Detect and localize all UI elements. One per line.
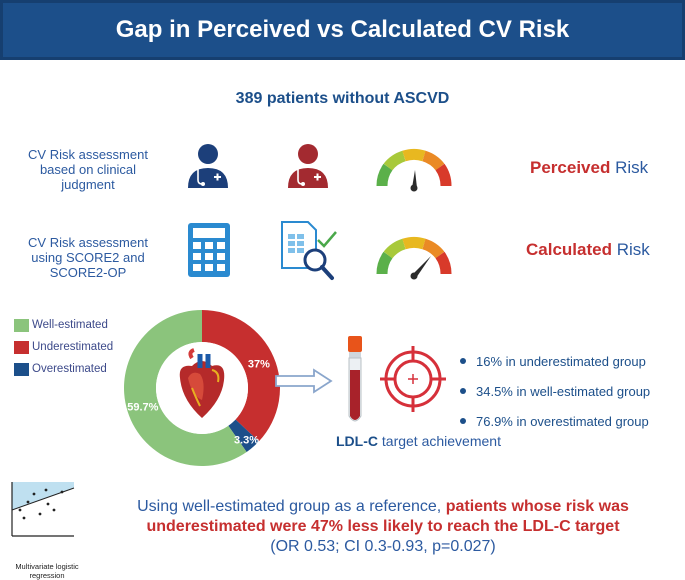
title-banner: Gap in Perceived vs Calculated CV Risk (0, 0, 685, 60)
legend-item: Well-estimated (14, 314, 113, 336)
regression-plot-icon (11, 482, 75, 537)
patient-count: 389 patients without ASCVD (235, 90, 450, 107)
clinical-judgment-label: CV Risk assessment based on clinical jud… (28, 147, 148, 192)
list-item: 16% in underestimated group (460, 346, 650, 376)
score2-label: CV Risk assessment using SCORE2 and SCOR… (28, 235, 148, 280)
legend-item: Overestimated (14, 358, 113, 380)
donut-data-label: 59.7% (127, 402, 158, 414)
heart-icon (179, 348, 225, 418)
donut-slice-underestimated (202, 310, 280, 442)
legend-swatch (14, 340, 29, 354)
calculated-risk-label: Calculated Risk (526, 240, 650, 259)
donut-slice-overestimated (228, 419, 259, 452)
document-search-icon (281, 221, 337, 280)
risk-gauge-icon (376, 148, 452, 192)
perceived-risk-label: Perceived Risk (530, 158, 649, 177)
donut-data-label: 37% (248, 358, 270, 370)
legend-swatch (14, 362, 29, 376)
ldl-target-label: LDL-C target achievement (336, 433, 501, 449)
regression-caption: Multivariate logistic regression (15, 562, 79, 580)
donut-slice-well-estimated (124, 310, 247, 466)
chart-legend: Well-estimated Underestimated Overestima… (14, 314, 113, 380)
doctor-icon (188, 144, 228, 188)
legend-swatch (14, 318, 29, 332)
list-item: 34.5% in well-estimated group (460, 376, 650, 406)
donut-data-label: 3.3% (234, 434, 259, 446)
doctor-icon (288, 144, 328, 188)
ldl-results-list: 16% in underestimated group 34.5% in wel… (460, 346, 650, 436)
target-icon (380, 346, 446, 412)
arrow-icon (275, 368, 333, 394)
risk-donut-chart: 37% 3.3% 59.7% (124, 310, 280, 466)
legend-item: Underestimated (14, 336, 113, 358)
list-item: 76.9% in overestimated group (460, 406, 650, 436)
calculator-icon (188, 223, 230, 277)
conclusion-text: Using well-estimated group as a referenc… (137, 498, 629, 555)
risk-gauge-icon (376, 236, 452, 280)
blood-tube-icon (348, 336, 362, 422)
page-title: Gap in Perceived vs Calculated CV Risk (115, 16, 570, 43)
